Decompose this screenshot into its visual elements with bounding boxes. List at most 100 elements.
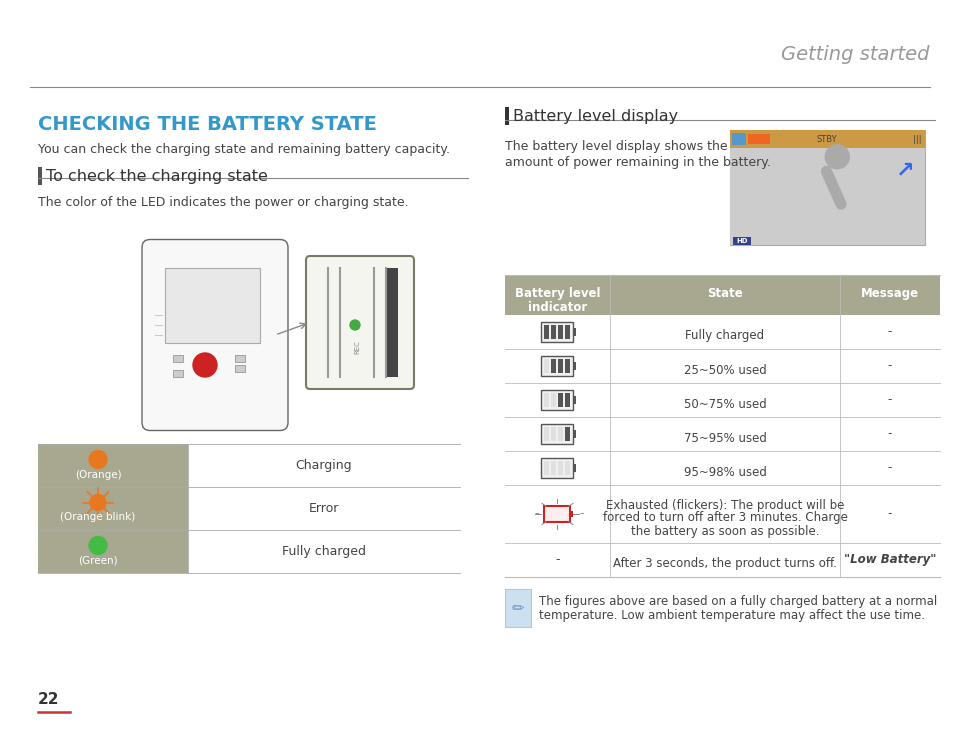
FancyBboxPatch shape <box>142 239 288 431</box>
Text: -: - <box>534 507 538 520</box>
Bar <box>38 530 188 573</box>
Bar <box>544 427 549 441</box>
Text: 95~98% used: 95~98% used <box>683 466 765 478</box>
Bar <box>729 235 924 245</box>
Text: 50~75% used: 50~75% used <box>683 398 765 410</box>
Text: STBY: STBY <box>816 134 837 144</box>
Bar <box>551 427 556 441</box>
Bar <box>541 356 573 376</box>
Text: (Green): (Green) <box>78 556 117 566</box>
Text: Exhausted (flickers): The product will be: Exhausted (flickers): The product will b… <box>605 499 843 512</box>
Text: You can check the charging state and remaining battery capacity.: You can check the charging state and rem… <box>38 143 450 156</box>
Text: -: - <box>887 428 891 440</box>
Bar <box>565 427 570 441</box>
Text: -: - <box>887 461 891 474</box>
Text: -: - <box>887 326 891 339</box>
Bar <box>541 322 573 342</box>
Bar <box>544 461 549 475</box>
Bar <box>38 167 42 185</box>
Circle shape <box>89 537 107 555</box>
Bar <box>544 506 570 522</box>
Bar <box>573 464 576 472</box>
Circle shape <box>350 320 359 330</box>
Bar <box>731 133 745 145</box>
FancyArrowPatch shape <box>825 172 841 204</box>
Circle shape <box>824 145 848 169</box>
Bar <box>558 461 563 475</box>
Bar <box>573 328 576 336</box>
Text: "Low Battery": "Low Battery" <box>842 553 935 566</box>
Bar <box>565 393 570 407</box>
Text: indicator: indicator <box>527 301 586 314</box>
Text: (Orange): (Orange) <box>74 469 121 480</box>
Text: temperature. Low ambient temperature may affect the use time.: temperature. Low ambient temperature may… <box>538 609 924 622</box>
Text: ↗: ↗ <box>896 160 914 180</box>
Text: |||: ||| <box>912 134 921 144</box>
Bar <box>386 268 397 377</box>
Text: The battery level display shows the: The battery level display shows the <box>504 140 727 153</box>
Bar <box>551 359 556 373</box>
Text: Charging: Charging <box>295 459 352 472</box>
Bar <box>38 487 188 530</box>
Bar <box>573 362 576 370</box>
Bar <box>558 325 563 339</box>
Text: 75~95% used: 75~95% used <box>683 431 765 445</box>
Text: After 3 seconds, the product turns off.: After 3 seconds, the product turns off. <box>613 558 836 571</box>
Text: -: - <box>555 553 559 566</box>
Circle shape <box>193 353 216 377</box>
Text: HD: HD <box>736 238 747 244</box>
Text: (Orange blink): (Orange blink) <box>60 512 135 523</box>
Bar <box>172 370 183 377</box>
Text: ✏: ✏ <box>511 601 524 615</box>
Bar <box>558 427 563 441</box>
Bar <box>565 325 570 339</box>
Text: Fully charged: Fully charged <box>282 545 366 558</box>
Bar <box>544 393 549 407</box>
Bar <box>541 424 573 444</box>
Bar <box>551 325 556 339</box>
Text: State: State <box>706 287 742 300</box>
Text: 25~50% used: 25~50% used <box>683 364 765 377</box>
Bar <box>541 458 573 478</box>
Bar <box>504 589 531 627</box>
Text: REC: REC <box>354 340 359 354</box>
Bar <box>551 461 556 475</box>
Bar <box>544 359 549 373</box>
Text: the battery as soon as possible.: the battery as soon as possible. <box>630 524 819 537</box>
Bar <box>551 393 556 407</box>
Bar <box>234 355 245 362</box>
Bar <box>541 390 573 410</box>
Bar <box>573 430 576 438</box>
Text: -: - <box>887 359 891 372</box>
Text: To check the charging state: To check the charging state <box>46 169 268 183</box>
Bar <box>729 148 924 235</box>
Bar <box>504 275 939 315</box>
Bar <box>570 511 573 517</box>
Circle shape <box>89 450 107 469</box>
Text: Getting started: Getting started <box>781 45 929 64</box>
Text: The figures above are based on a fully charged battery at a normal: The figures above are based on a fully c… <box>538 595 936 608</box>
Bar <box>573 396 576 404</box>
Bar <box>558 359 563 373</box>
Bar <box>172 355 183 362</box>
Text: -: - <box>578 507 583 520</box>
Bar <box>504 107 509 125</box>
Text: CHECKING THE BATTERY STATE: CHECKING THE BATTERY STATE <box>38 115 376 134</box>
Bar <box>747 134 769 144</box>
Bar <box>234 365 245 372</box>
Bar <box>504 589 531 627</box>
Bar <box>165 267 260 342</box>
Text: Error: Error <box>309 502 339 515</box>
Bar <box>732 237 750 245</box>
Text: Message: Message <box>860 287 918 300</box>
Text: -: - <box>887 507 891 520</box>
Bar <box>558 393 563 407</box>
Text: forced to turn off after 3 minutes. Charge: forced to turn off after 3 minutes. Char… <box>602 512 846 524</box>
Bar <box>729 130 924 245</box>
FancyBboxPatch shape <box>306 256 414 389</box>
Bar <box>544 325 549 339</box>
Bar <box>38 444 188 487</box>
Text: Battery level: Battery level <box>515 287 599 300</box>
Text: The color of the LED indicates the power or charging state.: The color of the LED indicates the power… <box>38 196 408 209</box>
Text: Fully charged: Fully charged <box>684 329 763 342</box>
